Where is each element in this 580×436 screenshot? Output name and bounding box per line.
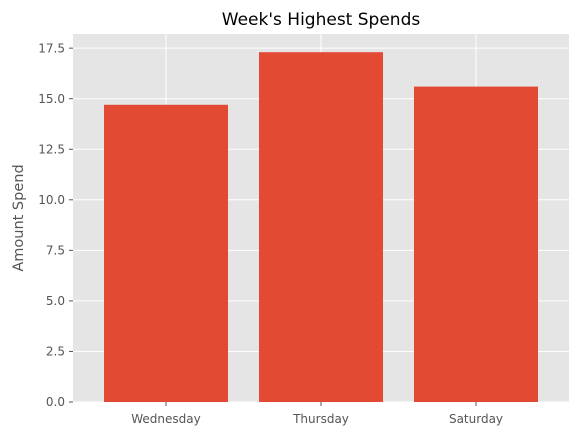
bar-thursday [259, 52, 383, 402]
x-axis-ticks: Wednesday Thursday Saturday [131, 402, 503, 426]
y-tick-label: 2.5 [46, 345, 65, 359]
y-tick-label: 7.5 [46, 244, 65, 258]
y-tick-label: 17.5 [38, 41, 65, 55]
x-tick-label: Wednesday [131, 412, 200, 426]
chart-title: Week's Highest Spends [222, 10, 421, 30]
y-tick-label: 5.0 [46, 294, 65, 308]
bar-saturday [414, 86, 538, 403]
y-axis-label: Amount Spend [11, 164, 27, 271]
y-axis-ticks: 0.0 2.5 5.0 7.5 10.0 12.5 15.0 17.5 [38, 41, 73, 409]
x-tick-label: Thursday [292, 412, 349, 426]
x-tick-label: Saturday [449, 412, 503, 426]
bar-wednesday [104, 104, 228, 403]
y-tick-label: 12.5 [38, 142, 65, 156]
y-tick-label: 0.0 [46, 395, 65, 409]
y-tick-label: 15.0 [38, 92, 65, 106]
bars [104, 52, 538, 403]
y-tick-label: 10.0 [38, 193, 65, 207]
